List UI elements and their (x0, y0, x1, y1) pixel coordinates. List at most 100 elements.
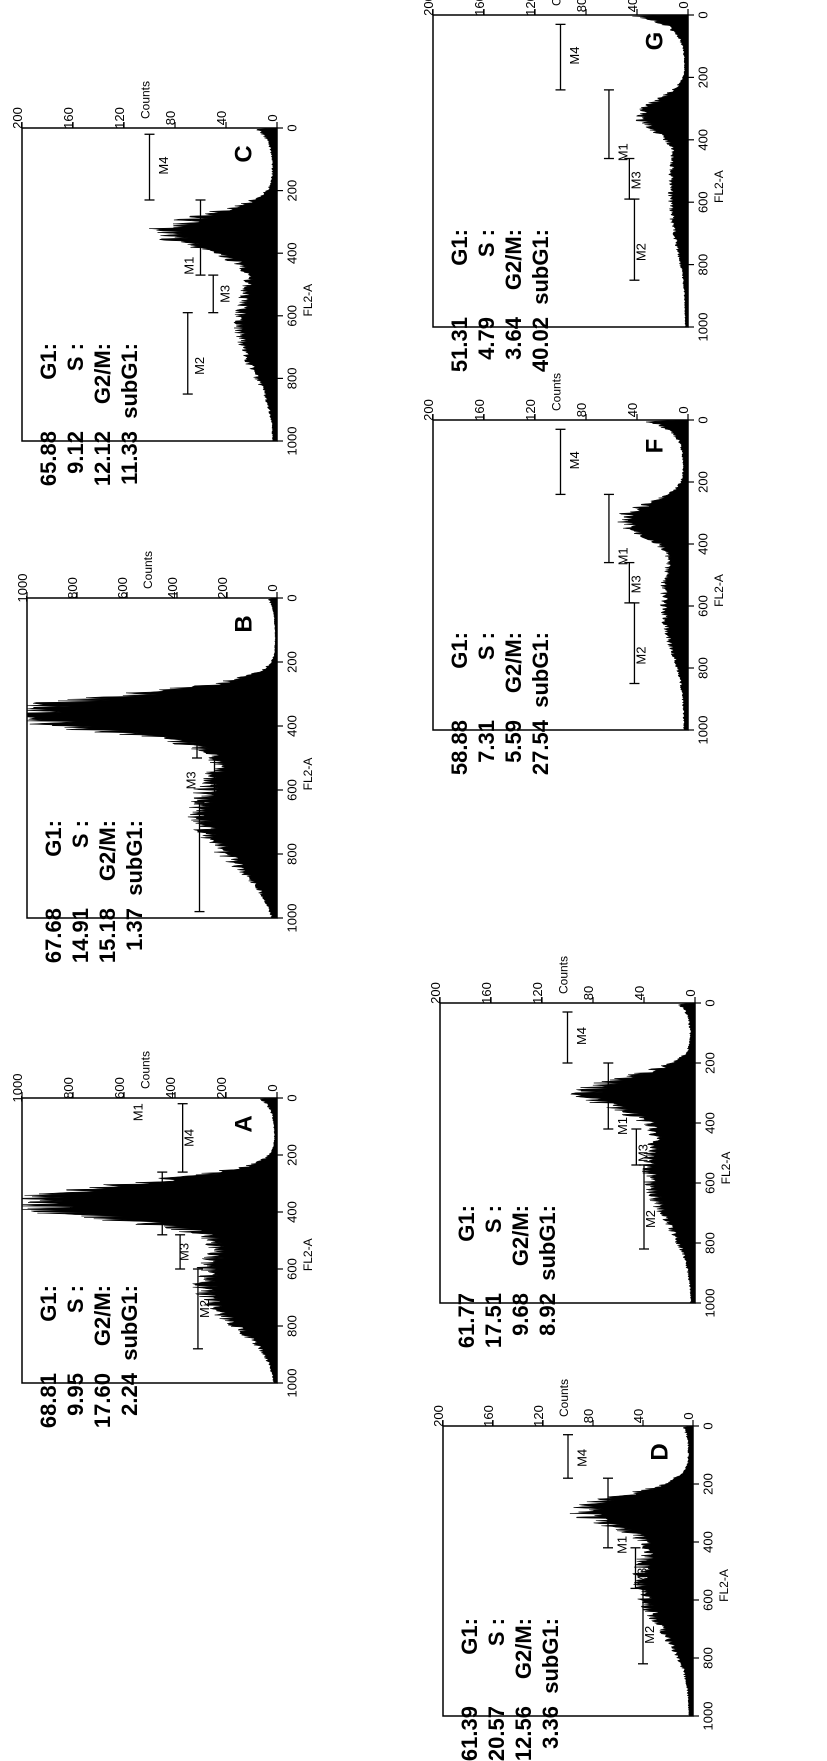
x-tick-label: 600 (696, 191, 711, 213)
x-tick-label: 600 (703, 1172, 718, 1194)
y-tick-label: 400 (165, 577, 180, 599)
y-tick-label: 600 (112, 1077, 127, 1099)
x-tick-label: 400 (285, 715, 300, 737)
chart-panel-G: 0 200 400 600 800 1000 FL2-A 0 40 80 120 160 200 Coun… (421, 0, 726, 372)
y-tick-label: 120 (523, 399, 538, 421)
y-axis-label: Counts (139, 81, 153, 119)
stat-value: 9.12 (63, 431, 88, 474)
x-tick-label: 800 (701, 1647, 716, 1669)
stat-value: 58.88 (447, 720, 472, 775)
stat-label: subG1: (528, 632, 553, 708)
stat-value: 61.39 (457, 1706, 482, 1761)
y-tick-label: 120 (530, 982, 545, 1004)
marker-label: M1 (131, 1103, 146, 1121)
marker-m3: M3 (208, 274, 232, 314)
marker-label: M4 (182, 1129, 197, 1147)
marker-m3: M3 (624, 157, 643, 200)
stat-value: 61.77 (454, 1293, 479, 1348)
marker-label: M4 (574, 1027, 589, 1045)
y-tick-label: 0 (265, 1084, 280, 1091)
x-tick-label: 800 (285, 1315, 300, 1337)
marker-label: M1 (615, 1117, 630, 1135)
marker-label: M1 (614, 1536, 629, 1554)
y-tick-label: 160 (481, 1405, 496, 1427)
y-tick-label: 0 (676, 406, 691, 413)
panel-label: D (646, 1443, 673, 1460)
marker-m2: M2 (638, 1587, 657, 1665)
histogram-area (21, 1097, 278, 1384)
histogram-area (569, 1425, 694, 1717)
marker-label: M2 (192, 357, 207, 375)
marker-label: M2 (634, 647, 649, 665)
x-axis-label: FL2-A (301, 284, 315, 317)
x-tick-label: 0 (701, 1422, 716, 1429)
y-tick-label: 80 (163, 111, 178, 125)
histogram-area (632, 14, 689, 328)
marker-label: M3 (634, 1568, 649, 1586)
y-axis-label: Counts (550, 0, 564, 6)
stat-label: S : (68, 820, 93, 848)
stat-value: 68.81 (36, 1373, 61, 1428)
stat-label: subG1: (122, 820, 147, 896)
stat-value: 65.88 (36, 431, 61, 486)
marker-m2: M2 (629, 198, 649, 281)
chart-panel-E: 0 200 400 600 800 1000 FL2-A 0 40 80 120 160 200 Coun… (428, 956, 733, 1348)
y-axis-label: Counts (550, 373, 564, 411)
stat-value: 4.79 (474, 317, 499, 360)
x-tick-label: 600 (701, 1589, 716, 1611)
y-tick-label: 120 (531, 1405, 546, 1427)
y-tick-label: 400 (163, 1077, 178, 1099)
y-tick-label: 200 (421, 399, 436, 421)
x-axis-label: FL2-A (712, 574, 726, 607)
marker-label: M3 (217, 285, 232, 303)
marker-label: M1 (616, 547, 631, 565)
y-tick-label: 600 (115, 577, 130, 599)
marker-label: M2 (634, 243, 649, 261)
marker-label: M3 (628, 575, 643, 593)
marker-label: M3 (628, 171, 643, 189)
marker-m1: M1 (603, 1477, 629, 1554)
stat-label: G1: (447, 229, 472, 266)
marker-label: M2 (197, 1300, 212, 1318)
chart-panel-F: 0 200 400 600 800 1000 FL2-A 0 40 80 120 160 200 Coun… (421, 373, 726, 775)
x-tick-label: 400 (696, 129, 711, 151)
stat-value: 12.56 (511, 1706, 536, 1761)
y-tick-label: 0 (265, 114, 280, 121)
marker-label: M2 (643, 1210, 658, 1228)
stat-value: 9.68 (508, 1293, 533, 1336)
y-axis-label: Counts (557, 1379, 571, 1417)
stat-value: 14.91 (68, 908, 93, 963)
stat-value: 27.54 (528, 719, 553, 775)
stat-value: 51.31 (447, 317, 472, 372)
histogram-area (26, 597, 278, 919)
x-tick-label: 0 (703, 999, 718, 1006)
marker-m3: M3 (631, 1128, 650, 1166)
x-tick-label: 0 (285, 1094, 300, 1101)
stat-label: G2/M: (508, 1205, 533, 1266)
x-tick-label: 200 (703, 1052, 718, 1074)
stat-label: subG1: (528, 229, 553, 305)
stat-label: G2/M: (90, 1285, 115, 1346)
x-tick-label: 600 (696, 595, 711, 617)
marker-m4: M4 (562, 1011, 589, 1064)
stat-value: 3.64 (501, 316, 526, 360)
x-tick-label: 0 (696, 416, 711, 423)
y-tick-label: 80 (581, 986, 596, 1000)
stat-label: subG1: (538, 1618, 563, 1694)
stat-value: 12.12 (90, 431, 115, 486)
marker-m1: M1 (603, 1062, 630, 1135)
chart-panel-B: 0 200 400 600 800 1000 FL2-A 0 200 400 600 800 1000 C… (15, 551, 315, 963)
y-tick-label: 80 (574, 403, 589, 417)
marker-m2: M2 (182, 312, 207, 395)
stat-label: G1: (36, 343, 61, 380)
y-tick-label: 160 (61, 107, 76, 129)
marker-m4: M4 (177, 1103, 197, 1173)
marker-m1 (192, 690, 202, 759)
stat-label: G1: (454, 1205, 479, 1242)
x-tick-label: 800 (285, 368, 300, 390)
x-tick-label: 200 (701, 1473, 716, 1495)
y-tick-label: 40 (625, 403, 640, 417)
x-axis-label: FL2-A (301, 758, 315, 791)
histogram-area (149, 127, 278, 442)
stat-label: G2/M: (90, 343, 115, 404)
